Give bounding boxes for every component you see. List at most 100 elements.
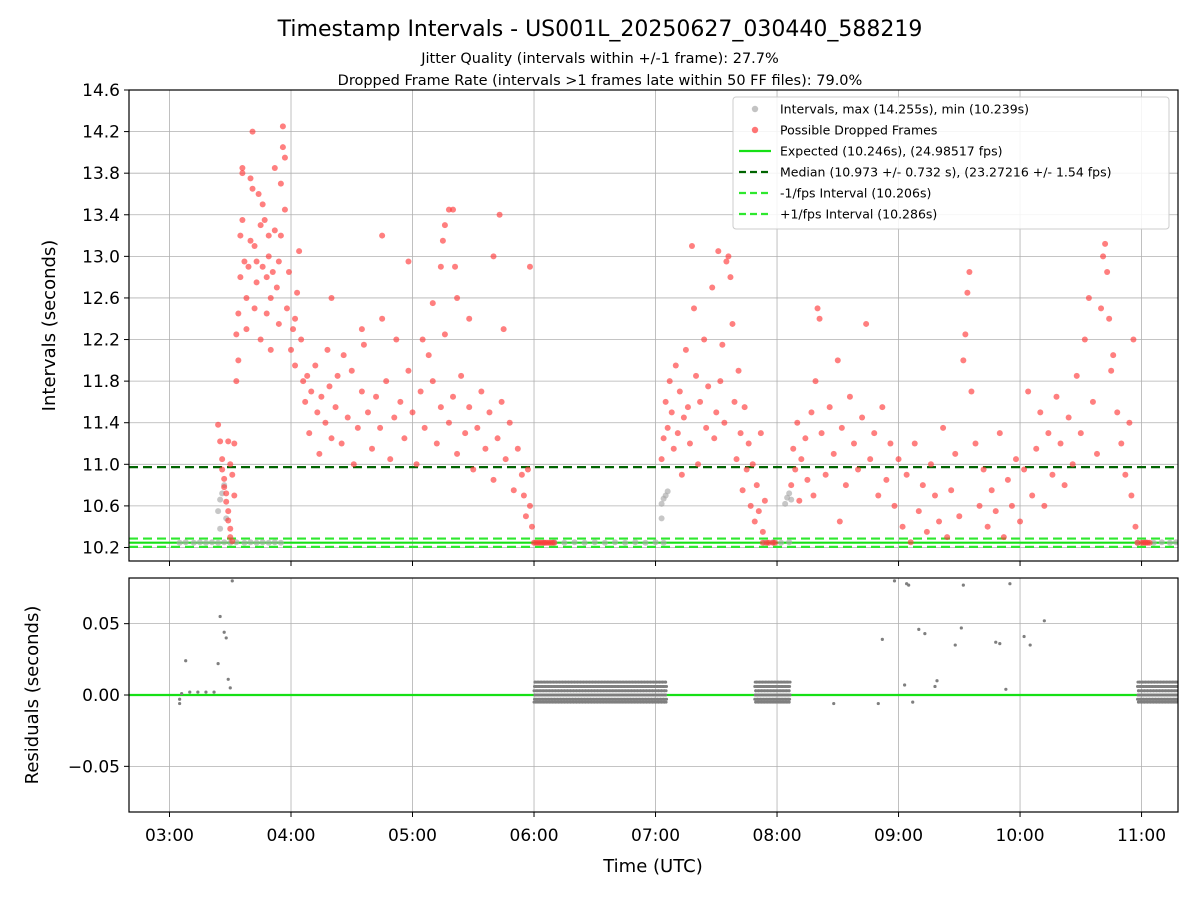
y-tick-label: 10.2 <box>82 538 120 558</box>
residuals-point <box>1042 619 1046 623</box>
possible-dropped-frames-point <box>1053 393 1060 400</box>
possible-dropped-frames-point <box>219 456 226 463</box>
possible-dropped-frames-point <box>664 424 671 431</box>
intervals-point <box>190 539 197 546</box>
residuals-point <box>923 632 927 636</box>
possible-dropped-frames-point <box>1073 372 1080 379</box>
residuals-point <box>961 583 965 587</box>
possible-dropped-frames-point <box>441 222 448 229</box>
possible-dropped-frames-point <box>697 398 704 405</box>
possible-dropped-frames-point <box>470 466 477 473</box>
possible-dropped-frames-point <box>810 492 817 499</box>
possible-dropped-frames-point <box>522 513 529 520</box>
possible-dropped-frames-point <box>1000 534 1007 541</box>
intervals-point <box>196 539 203 546</box>
possible-dropped-frames-point <box>802 435 809 442</box>
possible-dropped-frames-point <box>895 456 902 463</box>
possible-dropped-frames-point <box>1049 471 1056 478</box>
legend-item-1-label: Possible Dropped Frames <box>780 123 937 138</box>
possible-dropped-frames-point <box>229 471 236 478</box>
possible-dropped-frames-point <box>369 445 376 452</box>
intervals-point <box>591 539 598 546</box>
possible-dropped-frames-point <box>1130 336 1137 343</box>
possible-dropped-frames-point <box>288 346 295 353</box>
possible-dropped-frames-point <box>757 430 764 437</box>
possible-dropped-frames-point <box>808 409 815 416</box>
residuals-point <box>907 583 911 587</box>
possible-dropped-frames-point <box>709 284 716 291</box>
possible-dropped-frames-point <box>221 484 228 491</box>
possible-dropped-frames-point <box>1021 466 1028 473</box>
possible-dropped-frames-point <box>316 450 323 457</box>
y-tick-label: 14.2 <box>82 123 120 143</box>
intervals-point <box>241 539 248 546</box>
possible-dropped-frames-point <box>377 424 384 431</box>
possible-dropped-frames-point <box>1126 419 1133 426</box>
possible-dropped-frames-point <box>247 175 254 182</box>
possible-dropped-frames-point <box>437 404 444 411</box>
possible-dropped-frames-point <box>358 326 365 333</box>
possible-dropped-frames-point <box>972 440 979 447</box>
possible-dropped-frames-point <box>409 409 416 416</box>
residuals-band-point <box>788 680 792 684</box>
possible-dropped-frames-point <box>302 398 309 405</box>
possible-dropped-frames-point <box>859 414 866 421</box>
possible-dropped-frames-point <box>686 440 693 447</box>
possible-dropped-frames-point <box>498 398 505 405</box>
possible-dropped-frames-point <box>674 430 681 437</box>
possible-dropped-frames-point <box>340 352 347 359</box>
residuals-point <box>230 579 234 583</box>
possible-dropped-frames-point <box>715 248 722 255</box>
residuals-band-point <box>788 697 792 701</box>
possible-dropped-frames-point <box>358 388 365 395</box>
possible-dropped-frames-point <box>695 461 702 468</box>
intervals-point <box>217 496 224 503</box>
intervals-point <box>658 500 665 507</box>
possible-dropped-frames-point <box>348 367 355 374</box>
residuals-point <box>196 690 200 694</box>
possible-dropped-frames-point <box>269 268 276 275</box>
residuals-point <box>1004 687 1008 691</box>
possible-dropped-frames-point <box>1114 409 1121 416</box>
possible-dropped-frames-point <box>907 539 914 546</box>
possible-dropped-frames-point <box>241 258 248 265</box>
possible-dropped-frames-point <box>306 430 313 437</box>
intervals-point <box>215 508 222 515</box>
possible-dropped-frames-point <box>265 232 272 239</box>
residuals-point <box>959 626 963 630</box>
x-tick-label: 04:00 <box>267 826 316 846</box>
possible-dropped-frames-point <box>693 372 700 379</box>
possible-dropped-frames-point <box>239 164 246 171</box>
possible-dropped-frames-point <box>482 445 489 452</box>
possible-dropped-frames-point <box>919 482 926 489</box>
possible-dropped-frames-point <box>1069 461 1076 468</box>
possible-dropped-frames-point <box>855 466 862 473</box>
possible-dropped-frames-point <box>225 508 232 515</box>
residuals-point <box>178 697 182 701</box>
possible-dropped-frames-point <box>731 398 738 405</box>
possible-dropped-frames-point <box>662 398 669 405</box>
possible-dropped-frames-point <box>419 336 426 343</box>
plot-area <box>129 579 1178 706</box>
intervals-point <box>1158 539 1165 546</box>
possible-dropped-frames-point <box>281 154 288 161</box>
residuals-point <box>998 642 1002 646</box>
possible-dropped-frames-point <box>1033 445 1040 452</box>
possible-dropped-frames-point <box>745 440 752 447</box>
figure-title: Timestamp Intervals - US001L_20250627_03… <box>277 17 923 42</box>
possible-dropped-frames-point <box>834 357 841 364</box>
possible-dropped-frames-point <box>816 315 823 322</box>
possible-dropped-frames-point <box>1057 440 1064 447</box>
possible-dropped-frames-point <box>300 378 307 385</box>
residuals-point <box>917 627 921 631</box>
possible-dropped-frames-point <box>790 445 797 452</box>
possible-dropped-frames-point <box>249 128 256 135</box>
possible-dropped-frames-point <box>524 466 531 473</box>
intervals-point <box>778 539 785 546</box>
possible-dropped-frames-point <box>275 320 282 327</box>
y-tick-label: 11.8 <box>82 372 120 392</box>
possible-dropped-frames-point <box>223 498 230 505</box>
plot-frame <box>128 577 1179 813</box>
possible-dropped-frames-point <box>324 346 331 353</box>
possible-dropped-frames-point <box>723 258 730 265</box>
